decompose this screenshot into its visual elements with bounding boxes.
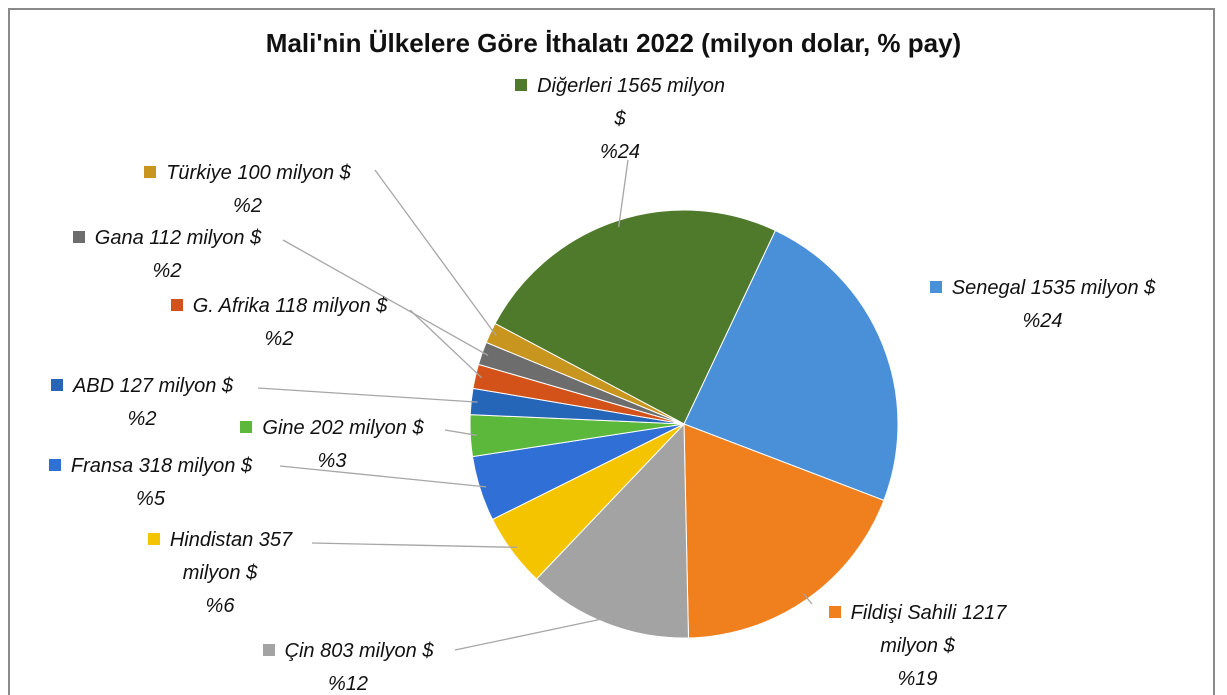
legend-marker: [170, 299, 183, 311]
legend-marker: [262, 644, 275, 656]
data-label: Diğerleri 1565 milyon $ %24: [515, 70, 725, 169]
category-label: ABD: [72, 375, 115, 397]
share-label: %3: [317, 450, 347, 472]
data-label: Fransa 318 milyon $ %5: [18, 450, 283, 516]
share-label: %24: [1022, 310, 1063, 332]
chart-title: Mali'nin Ülkelere Göre İthalatı 2022 (mi…: [265, 28, 962, 58]
value-label: 100 milyon $: [237, 162, 351, 184]
legend-marker: [50, 379, 63, 391]
category-label: Hindistan: [169, 529, 254, 551]
share-label: %12: [327, 673, 369, 695]
share-label: %2: [127, 408, 157, 430]
frame: [8, 8, 1215, 695]
value-label: 112 milyon $: [149, 227, 262, 249]
leader-line: [279, 465, 487, 488]
share-label: %19: [897, 668, 938, 690]
slice: [485, 322, 685, 425]
category-label: Çin: [284, 640, 315, 662]
leader-line: [802, 593, 813, 605]
value-label: 1565 milyon $: [614, 75, 725, 130]
value-label: 803 milyon $: [320, 640, 434, 662]
data-label: Senegal 1535 milyon $ %24: [915, 272, 1170, 338]
legend-marker: [144, 166, 157, 178]
data-label: Fildişi Sahili 1217 milyon $ %19: [810, 597, 1025, 695]
leader-line: [311, 542, 518, 548]
legend-marker: [515, 79, 528, 91]
value-label: 318 milyon $: [138, 455, 253, 477]
leader-line: [374, 169, 497, 336]
legend-marker: [147, 533, 160, 545]
slice: [494, 209, 777, 425]
data-label: Hindistan 357 milyon $ %6: [125, 524, 315, 623]
category-label: Fransa: [70, 455, 134, 477]
data-label: ABD 127 milyon $ %2: [22, 370, 262, 436]
value-label: 118 milyon $: [275, 295, 388, 317]
category-label: Fildişi Sahili: [850, 602, 957, 624]
slice: [535, 422, 689, 639]
data-label: G. Afrika 118 milyon $ %2: [150, 290, 408, 356]
category-label: Gine: [262, 417, 305, 439]
category-label: Diğerleri: [537, 75, 612, 97]
slice: [683, 229, 899, 502]
data-label: Gine 202 milyon $ %3: [212, 412, 452, 478]
share-label: %24: [599, 141, 641, 163]
value-label: 1217 milyon $: [880, 602, 1007, 657]
share-label: %2: [233, 195, 262, 217]
data-label: Çin 803 milyon $ %12: [238, 635, 458, 695]
value-label: 1535 milyon $: [1030, 277, 1156, 299]
share-label: %2: [264, 328, 294, 350]
data-label: Türkiye 100 milyon $ %2: [115, 157, 380, 223]
share-label: %5: [136, 488, 165, 510]
leader-line: [409, 309, 483, 379]
leader-line: [454, 616, 610, 651]
legend-marker: [48, 459, 61, 471]
legend-marker: [929, 281, 942, 293]
legend-marker: [72, 231, 85, 243]
category-label: Senegal: [951, 277, 1026, 299]
value-label: 202 milyon $: [310, 417, 424, 439]
leader-line: [617, 159, 629, 228]
leader-line: [444, 429, 477, 436]
category-label: Türkiye: [166, 162, 232, 184]
value-label: 127 milyon $: [119, 375, 234, 397]
leader-line: [257, 387, 478, 403]
category-label: G. Afrika: [192, 295, 270, 317]
share-label: %6: [205, 595, 235, 617]
value-label: 357 milyon $: [182, 529, 293, 584]
legend-marker: [240, 421, 253, 433]
category-label: Gana: [94, 227, 144, 249]
data-label: Gana 112 milyon $ %2: [42, 222, 292, 288]
leader-line: [282, 239, 489, 356]
legend-marker: [828, 606, 841, 618]
share-label: %2: [152, 260, 182, 282]
